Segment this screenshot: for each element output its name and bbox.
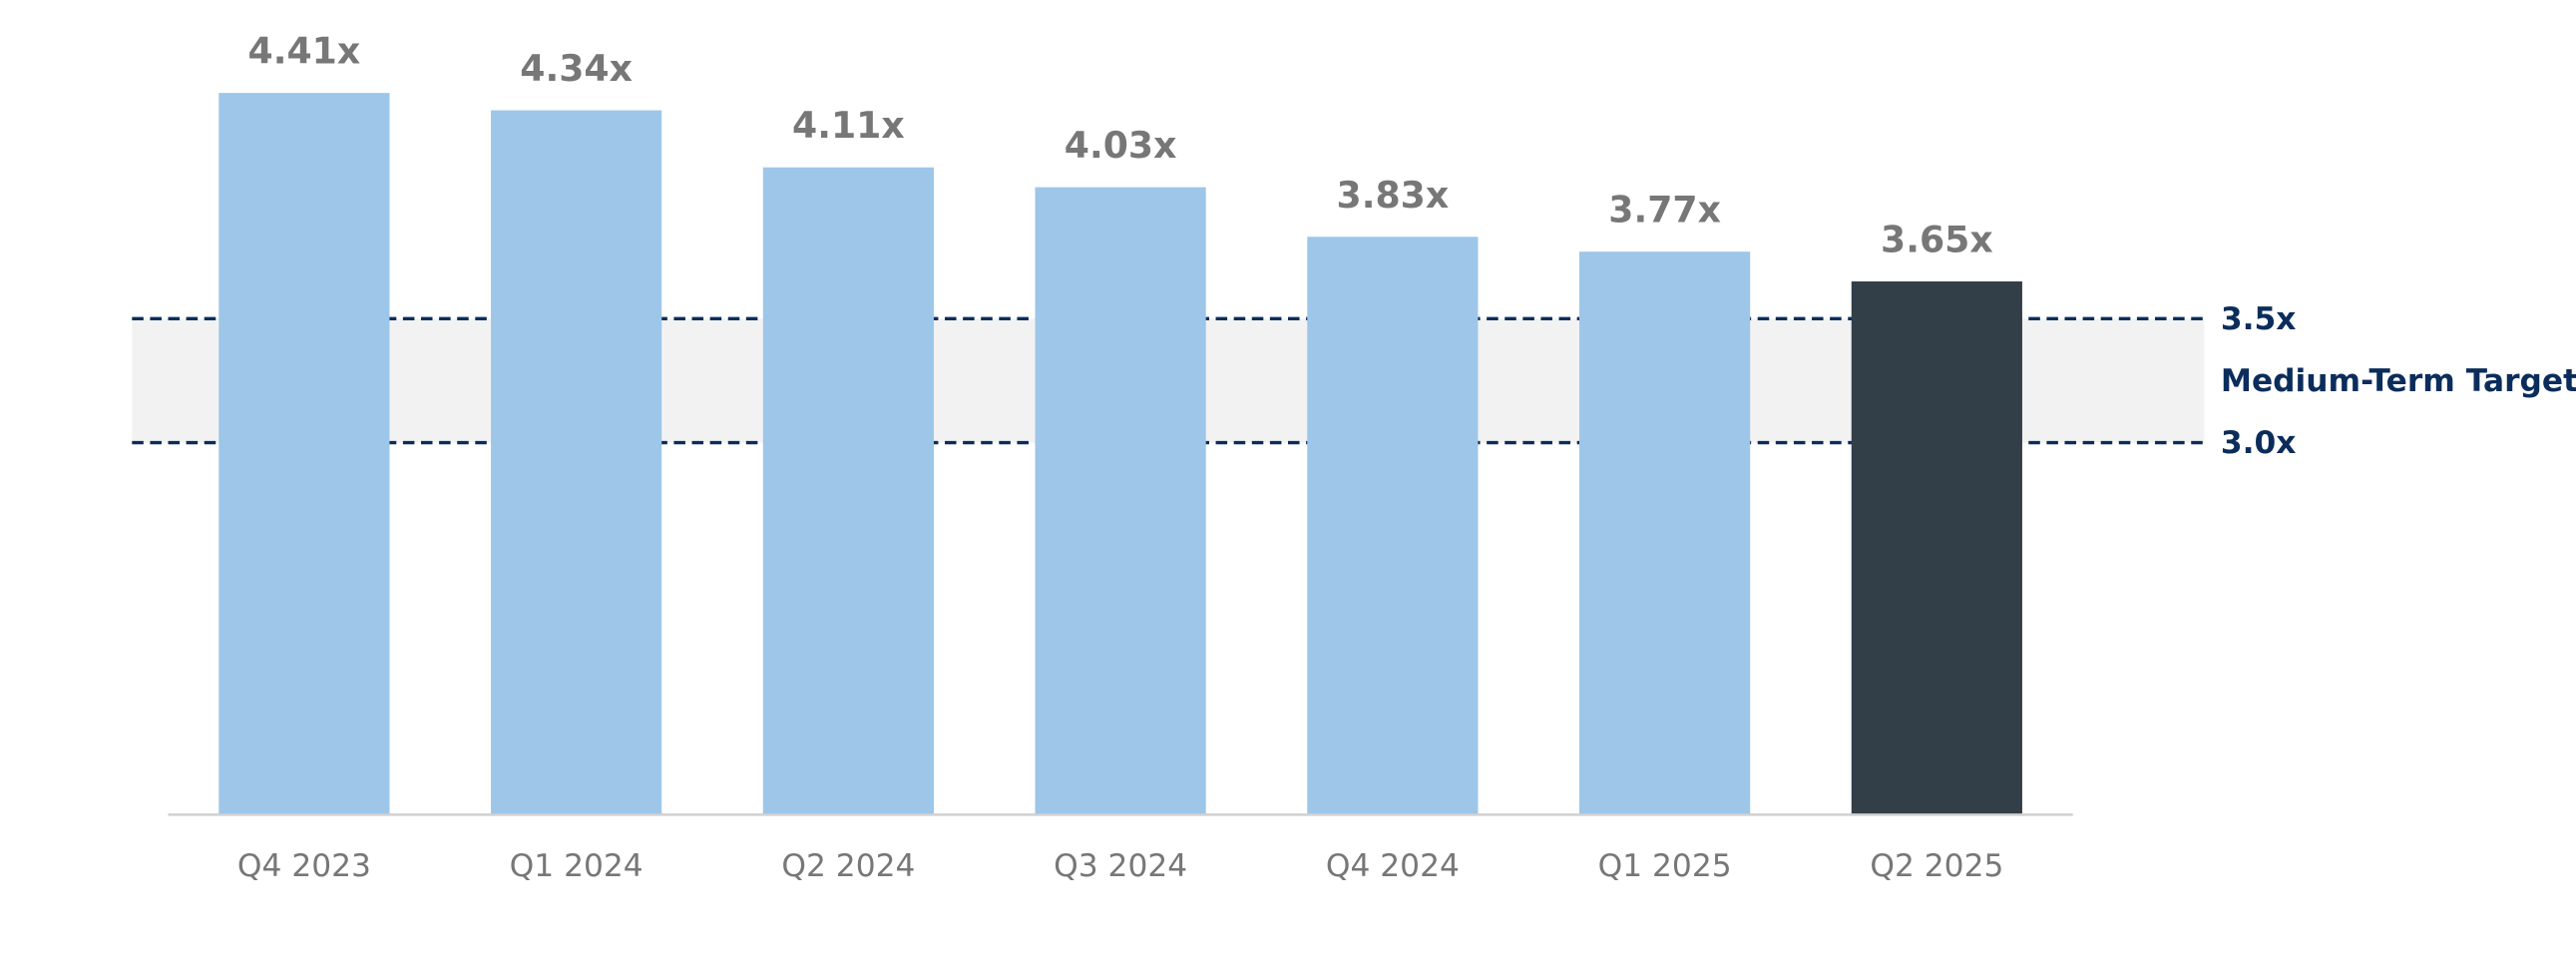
x-tick-label: Q1 2025: [1598, 848, 1732, 884]
bar: [491, 110, 662, 815]
bar: [1035, 187, 1206, 815]
x-tick-label: Q4 2023: [237, 848, 371, 884]
bar: [1307, 237, 1479, 815]
bar: [1851, 281, 2022, 815]
value-label: 3.83x: [1337, 174, 1450, 217]
value-label: 4.34x: [520, 47, 633, 90]
value-label: 3.65x: [1881, 219, 1993, 261]
target-line-label: 3.0x: [2221, 425, 2297, 461]
target-label: Medium-Term Target: [2221, 363, 2576, 399]
bar: [218, 93, 390, 815]
target-line-label: 3.5x: [2221, 301, 2297, 337]
value-label: 4.41x: [248, 30, 361, 73]
x-tick-label: Q2 2024: [781, 848, 915, 884]
value-label: 3.77x: [1608, 189, 1721, 232]
value-label: 4.03x: [1065, 124, 1177, 167]
bar: [762, 167, 934, 815]
bar: [1579, 251, 1751, 815]
x-tick-label: Q3 2024: [1054, 848, 1187, 884]
value-label: 4.11x: [792, 104, 905, 147]
x-tick-label: Q1 2024: [510, 848, 644, 884]
x-tick-label: Q4 2024: [1326, 848, 1460, 884]
x-tick-label: Q2 2025: [1870, 848, 2003, 884]
